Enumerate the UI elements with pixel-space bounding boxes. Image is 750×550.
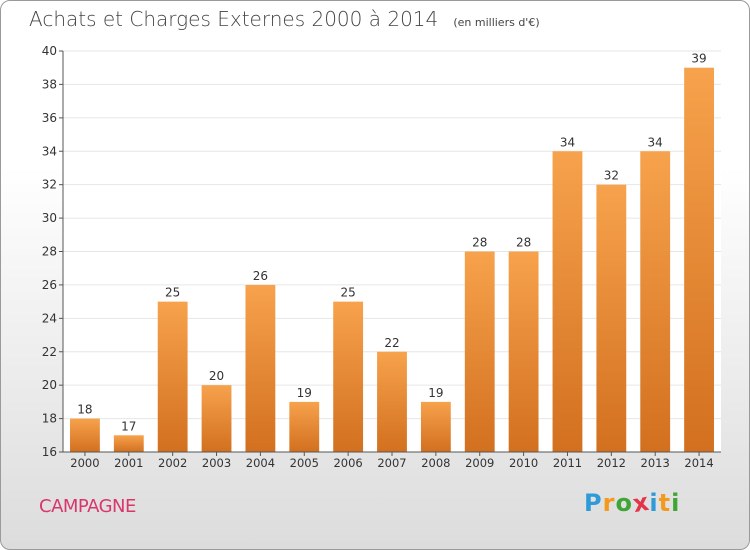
y-tick-label: 32 bbox=[42, 178, 57, 192]
bar bbox=[552, 151, 583, 452]
logo-letter: i bbox=[671, 489, 681, 517]
y-tick-label: 18 bbox=[42, 412, 57, 426]
bar-value-label: 25 bbox=[340, 286, 355, 300]
bar bbox=[201, 385, 232, 452]
bar-value-label: 19 bbox=[428, 386, 443, 400]
logo-letter: t bbox=[658, 489, 672, 517]
bar-value-label: 18 bbox=[77, 403, 92, 417]
bar-value-label: 28 bbox=[472, 236, 487, 250]
y-tick-label: 34 bbox=[42, 144, 57, 158]
x-tick-label: 2005 bbox=[290, 456, 319, 470]
y-tick-label: 28 bbox=[42, 245, 57, 259]
y-tick-label: 40 bbox=[42, 44, 57, 58]
commune-name: CAMPAGNE bbox=[39, 496, 136, 517]
x-tick-label: 2001 bbox=[114, 456, 143, 470]
chart-title-block: Achats et Charges Externes 2000 à 2014 (… bbox=[29, 7, 540, 31]
bar bbox=[70, 418, 100, 452]
bar-value-label: 32 bbox=[604, 169, 619, 183]
bar bbox=[245, 284, 276, 452]
chart-title: Achats et Charges Externes 2000 à 2014 bbox=[29, 7, 439, 31]
bar bbox=[640, 151, 671, 452]
x-tick-label: 2010 bbox=[509, 456, 538, 470]
bar-value-label: 28 bbox=[516, 236, 531, 250]
logo-letter: i bbox=[649, 489, 659, 517]
logo-letter: P bbox=[584, 489, 603, 517]
y-tick-label: 36 bbox=[42, 111, 57, 125]
bar bbox=[377, 351, 407, 452]
x-tick-label: 2004 bbox=[246, 456, 275, 470]
x-tick-label: 2011 bbox=[553, 456, 582, 470]
bar-value-label: 39 bbox=[691, 52, 706, 66]
logo-letter: r bbox=[602, 489, 616, 517]
logo-letter: o bbox=[615, 489, 633, 517]
bar-value-label: 34 bbox=[560, 135, 575, 149]
bar-value-label: 25 bbox=[165, 286, 180, 300]
bar bbox=[113, 435, 144, 452]
bar-value-label: 17 bbox=[121, 419, 136, 433]
x-tick-label: 2000 bbox=[70, 456, 99, 470]
x-tick-label: 2014 bbox=[684, 456, 713, 470]
chart-unit: (en milliers d'€) bbox=[453, 16, 540, 29]
x-tick-label: 2008 bbox=[421, 456, 450, 470]
bar bbox=[289, 401, 320, 452]
y-tick-label: 38 bbox=[42, 77, 57, 91]
y-tick-label: 24 bbox=[42, 311, 57, 325]
bar-value-label: 34 bbox=[648, 135, 663, 149]
bar-value-label: 22 bbox=[384, 336, 399, 350]
bar-value-label: 19 bbox=[297, 386, 312, 400]
y-tick-label: 22 bbox=[42, 345, 57, 359]
x-tick-label: 2013 bbox=[641, 456, 670, 470]
x-tick-label: 2002 bbox=[158, 456, 187, 470]
bar-value-label: 26 bbox=[253, 269, 268, 283]
bar bbox=[596, 184, 627, 452]
x-tick-label: 2009 bbox=[465, 456, 494, 470]
proxiti-logo: Proxiti bbox=[584, 488, 681, 518]
bar bbox=[464, 251, 495, 452]
x-tick-label: 2007 bbox=[377, 456, 406, 470]
x-tick-label: 2006 bbox=[333, 456, 362, 470]
y-tick-label: 20 bbox=[42, 378, 57, 392]
bar bbox=[333, 301, 364, 452]
x-tick-label: 2012 bbox=[597, 456, 626, 470]
bar bbox=[157, 301, 188, 452]
y-tick-label: 26 bbox=[42, 278, 57, 292]
y-tick-label: 16 bbox=[42, 445, 57, 459]
bar-value-label: 20 bbox=[209, 369, 224, 383]
x-tick-label: 2003 bbox=[202, 456, 231, 470]
y-tick-label: 30 bbox=[42, 211, 57, 225]
bar bbox=[684, 67, 714, 452]
bar bbox=[508, 251, 539, 452]
bar bbox=[420, 401, 451, 452]
